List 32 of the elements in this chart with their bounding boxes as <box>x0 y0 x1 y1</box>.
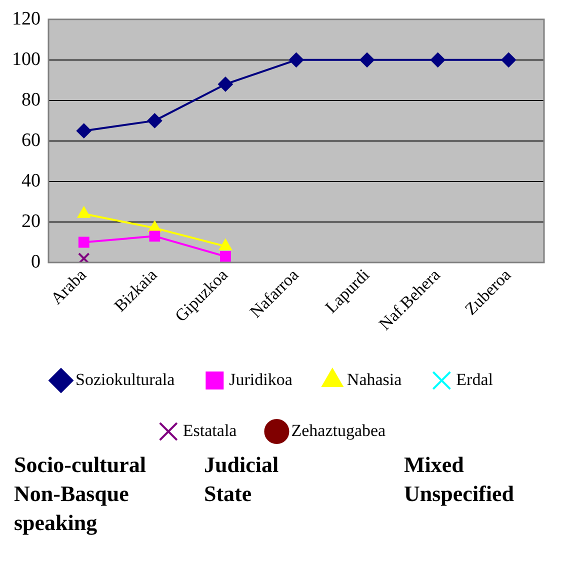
legend-label: Estatala <box>182 420 238 440</box>
point <box>218 76 233 92</box>
y-tick-label: 40 <box>22 170 40 192</box>
y-tick-label: 60 <box>22 130 40 151</box>
point <box>147 113 162 128</box>
legend-label: Nahasia <box>346 370 402 389</box>
point <box>220 250 231 262</box>
y-tick-label: 0 <box>31 251 40 272</box>
text: Socio-cultural <box>14 451 147 479</box>
legend-label: Juridikoa <box>229 370 293 389</box>
text: Judicial <box>204 451 280 479</box>
point <box>78 236 90 248</box>
text: State <box>204 480 253 508</box>
y-tick-label: 20 <box>22 210 40 232</box>
text: Unspecified <box>404 480 515 508</box>
point <box>360 52 375 68</box>
point <box>78 252 90 263</box>
y-tick-label: 80 <box>22 89 40 110</box>
point <box>218 238 232 250</box>
y-tick-label: 100 <box>12 48 40 70</box>
y-tick-label: 120 <box>12 8 40 30</box>
point <box>288 52 304 68</box>
legend-label: Erdal <box>456 370 494 389</box>
point <box>77 206 90 218</box>
point <box>149 230 160 242</box>
text: Non-Basque speaking <box>14 480 130 537</box>
point <box>501 52 516 68</box>
point <box>430 52 446 68</box>
legend-label: Zehaztugabea <box>291 420 386 440</box>
legend-label: Soziokulturala <box>76 370 176 389</box>
text: Mixed <box>404 451 465 479</box>
point <box>76 123 92 138</box>
